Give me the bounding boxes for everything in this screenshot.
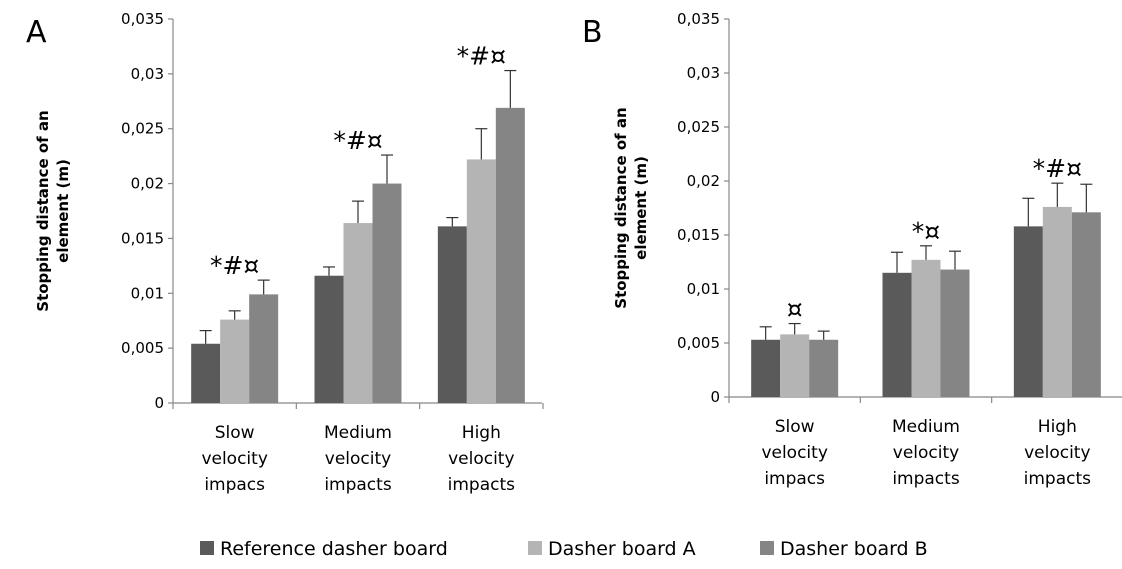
legend-swatch: [528, 541, 542, 555]
y-tick-label: 0,02: [687, 172, 720, 190]
bar: [314, 275, 344, 403]
y-axis-title-line: element (m): [54, 159, 72, 263]
bar: [249, 294, 279, 403]
category-label: Slow: [775, 417, 815, 437]
bar: [809, 339, 839, 397]
significance-marker: *¤: [912, 217, 940, 246]
y-axis-title-line: element (m): [632, 156, 650, 260]
bar: [780, 334, 810, 397]
category-label: impacs: [764, 469, 825, 489]
y-tick-label: 0,005: [677, 334, 720, 352]
legend-label: Dasher board A: [548, 538, 696, 560]
legend-label: Reference dasher board: [220, 538, 448, 560]
y-tick-label: 0,02: [131, 175, 164, 193]
y-axis-title: Stopping distance of an element (m): [612, 107, 650, 308]
legend-label: Dasher board B: [780, 538, 928, 560]
category-label: Medium: [324, 423, 392, 443]
panel-label-b: B: [582, 15, 603, 50]
bar: [882, 272, 912, 397]
y-tick-label: 0,025: [121, 120, 164, 138]
category-label: impacts: [448, 475, 516, 495]
y-tick-label: 0: [710, 388, 720, 406]
category-label: High: [1038, 417, 1077, 437]
y-tick-label: 0: [154, 394, 164, 412]
chart-panel-a: A 0 0,005 0,01 0,015 0,02 0,025 0,03 0,035 Stoppi…: [26, 10, 544, 495]
bar: [911, 259, 941, 397]
significance-marker: *#¤: [210, 251, 259, 280]
y-axis-title-line: Stopping distance of an: [612, 107, 630, 308]
category-label: velocity: [325, 449, 391, 469]
y-axis-title-line: Stopping distance of an: [34, 110, 52, 311]
category-label: velocity: [201, 449, 267, 469]
category-label: Slow: [215, 423, 255, 443]
significance-marker: ¤: [787, 295, 803, 324]
bar: [1013, 226, 1043, 397]
y-tick-label: 0,01: [687, 280, 720, 298]
bar: [343, 223, 373, 403]
y-tick-label: 0,035: [121, 10, 164, 28]
category-label: impacts: [892, 469, 960, 489]
significance-marker: *#¤: [457, 42, 506, 71]
y-tick-label: 0,015: [677, 226, 720, 244]
category-label: impacs: [204, 475, 265, 495]
category-label: velocity: [1024, 443, 1090, 463]
category-label: velocity: [448, 449, 514, 469]
bar: [437, 226, 467, 403]
bar: [1042, 206, 1072, 397]
significance-marker: *#¤: [1033, 154, 1082, 183]
category-label: impacts: [324, 475, 392, 495]
bar: [1071, 212, 1101, 397]
bar: [495, 107, 525, 404]
bar: [751, 339, 781, 397]
legend-swatch: [760, 541, 774, 555]
category-label: High: [462, 423, 501, 443]
bar: [191, 343, 221, 403]
category-label: impacts: [1024, 469, 1092, 489]
category-label: Medium: [892, 417, 960, 437]
bar: [220, 319, 250, 403]
y-tick-label: 0,025: [677, 118, 720, 136]
y-tick-label: 0,015: [121, 229, 164, 247]
legend: Reference dasher board Dasher board A Dash…: [200, 538, 928, 560]
bar: [466, 159, 496, 403]
significance-marker: *#¤: [333, 126, 382, 155]
chart-panel-b: B 0 0,005 0,01 0,015 0,02 0,025 0,03 0,035 Stoppi…: [582, 10, 1122, 489]
bar: [372, 183, 402, 403]
y-tick-label: 0,03: [131, 65, 164, 83]
y-tick-label: 0,035: [677, 10, 720, 28]
y-tick-label: 0,005: [121, 339, 164, 357]
category-label: velocity: [893, 443, 959, 463]
y-tick-label: 0,03: [687, 64, 720, 82]
y-axis-title: Stopping distance of an element (m): [34, 110, 72, 311]
panel-label-a: A: [26, 15, 47, 50]
bar: [940, 269, 970, 397]
y-tick-label: 0,01: [131, 284, 164, 302]
category-label: velocity: [761, 443, 827, 463]
legend-swatch: [200, 541, 214, 555]
